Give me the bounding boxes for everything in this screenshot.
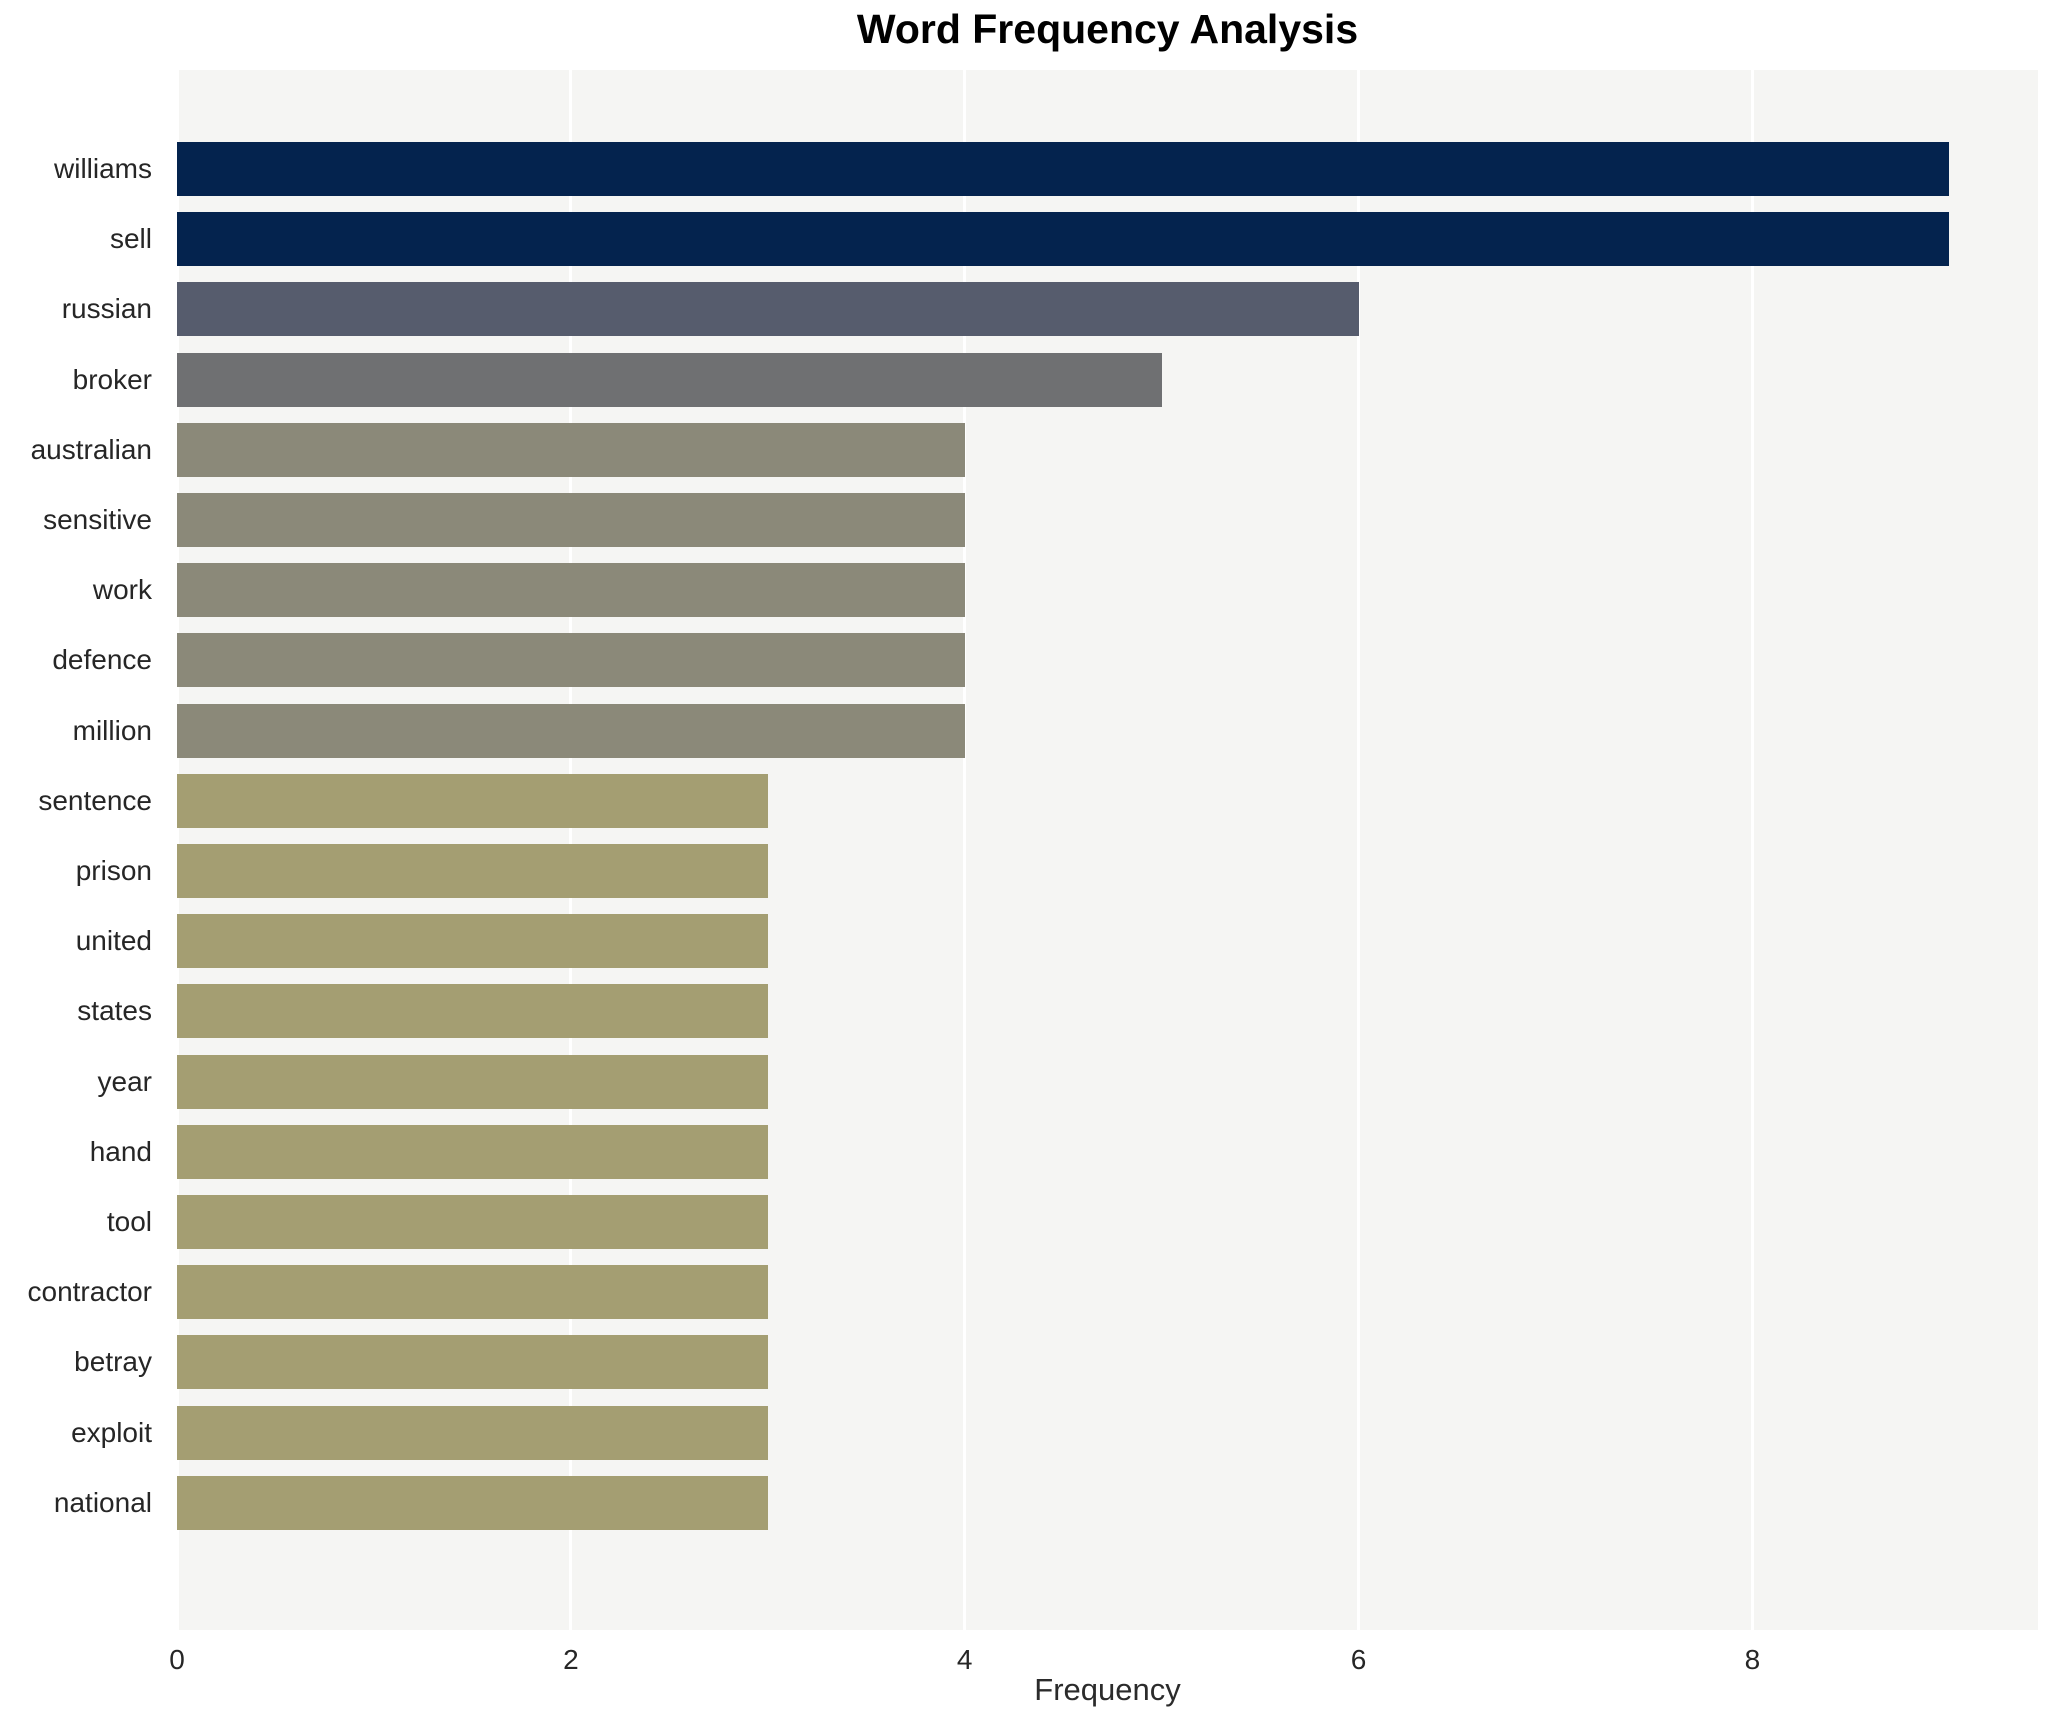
bar-row-williams	[177, 142, 2038, 212]
bar-row-work	[177, 563, 2038, 633]
y-label-prison: prison	[75, 855, 152, 887]
y-label-row-united: united	[0, 914, 165, 984]
gridline-x-6	[1357, 70, 1361, 1630]
y-label-sensitive: sensitive	[43, 504, 152, 536]
bar-row-sensitive	[177, 493, 2038, 563]
bar-million	[177, 703, 965, 758]
bar-tool	[177, 1195, 768, 1250]
y-label-contractor: contractor	[27, 1276, 153, 1308]
bar-australian	[177, 422, 965, 477]
bar-sensitive	[177, 493, 965, 548]
y-label-defence: defence	[52, 644, 152, 676]
y-label-row-prison: prison	[0, 844, 165, 914]
bar-states	[177, 984, 768, 1039]
y-label-row-year: year	[0, 1055, 165, 1125]
bar-work	[177, 563, 965, 618]
y-label-australian: australian	[30, 433, 152, 465]
y-label-russian: russian	[61, 293, 152, 325]
y-label-row-sentence: sentence	[0, 774, 165, 844]
x-tick-6: 6	[1350, 1644, 1367, 1675]
y-axis-labels: williams sell russian broker australian sensi…	[0, 142, 165, 1546]
bar-row-exploit	[177, 1405, 2038, 1476]
y-label-states: states	[77, 995, 152, 1027]
bar-row-broker	[177, 352, 2038, 423]
bar-row-million	[177, 703, 2038, 774]
x-tick-0: 0	[169, 1644, 185, 1675]
y-label-hand: hand	[89, 1135, 152, 1167]
y-label-row-williams: williams	[0, 142, 165, 212]
x-axis-title: Frequency	[1034, 1672, 1181, 1707]
bar-row-sentence	[177, 773, 2038, 844]
bar-row-states	[177, 984, 2038, 1054]
bar-broker	[177, 352, 1162, 407]
bar-williams	[177, 142, 1950, 196]
bar-prison	[177, 844, 768, 899]
bar-row-prison	[177, 844, 2038, 914]
bars-container	[177, 142, 2038, 1546]
bar-russian	[177, 282, 1359, 337]
y-label-row-russian: russian	[0, 282, 165, 352]
bar-national	[177, 1475, 768, 1530]
bar-row-australian	[177, 422, 2038, 493]
y-label-sentence: sentence	[38, 784, 152, 816]
y-label-williams: williams	[54, 153, 152, 184]
y-label-row-tool: tool	[0, 1195, 165, 1265]
y-label-sell: sell	[109, 223, 152, 255]
bar-hand	[177, 1124, 768, 1179]
bar-row-united	[177, 914, 2038, 984]
bar-row-contractor	[177, 1265, 2038, 1335]
y-label-row-exploit: exploit	[0, 1406, 165, 1476]
y-label-exploit: exploit	[71, 1416, 152, 1448]
bar-exploit	[177, 1405, 768, 1460]
y-label-work: work	[92, 574, 152, 606]
y-label-row-broker: broker	[0, 353, 165, 423]
bar-row-hand	[177, 1124, 2038, 1195]
gridline-x-4	[963, 70, 967, 1630]
bar-united	[177, 914, 768, 969]
bar-row-sell	[177, 212, 2038, 282]
y-label-row-betray: betray	[0, 1335, 165, 1405]
y-label-row-national: national	[0, 1476, 165, 1546]
x-tick-2: 2	[563, 1644, 579, 1675]
y-label-row-australian: australian	[0, 423, 165, 493]
bar-betray	[177, 1335, 768, 1390]
bar-sentence	[177, 773, 768, 828]
bar-row-defence	[177, 633, 2038, 703]
y-label-row-hand: hand	[0, 1125, 165, 1195]
y-label-row-work: work	[0, 563, 165, 633]
x-axis-ticks: 0 2 4 6 8	[169, 1644, 2038, 1680]
y-label-million: million	[72, 714, 152, 746]
bar-year	[177, 1054, 768, 1109]
y-label-row-sensitive: sensitive	[0, 493, 165, 563]
y-label-row-million: million	[0, 704, 165, 774]
gridline-x-8	[1750, 70, 1754, 1630]
bar-row-national	[177, 1475, 2038, 1546]
x-tick-4: 4	[956, 1644, 973, 1675]
bar-defence	[177, 633, 965, 688]
y-label-betray: betray	[74, 1346, 152, 1378]
y-label-national: national	[53, 1486, 152, 1518]
bar-row-betray	[177, 1335, 2038, 1405]
y-label-broker: broker	[72, 363, 152, 395]
bar-contractor	[177, 1265, 768, 1320]
chart-title: Word Frequency Analysis	[856, 6, 1359, 52]
bar-row-russian	[177, 282, 2038, 352]
bar-sell	[177, 212, 1950, 267]
x-tick-8: 8	[1744, 1644, 1761, 1675]
y-label-row-defence: defence	[0, 633, 165, 703]
y-label-row-sell: sell	[0, 212, 165, 282]
y-label-row-contractor: contractor	[0, 1265, 165, 1335]
y-label-united: united	[75, 925, 152, 957]
bar-row-tool	[177, 1195, 2038, 1265]
y-label-row-states: states	[0, 984, 165, 1054]
plot-area	[175, 70, 2038, 1630]
y-label-tool: tool	[106, 1206, 152, 1238]
bar-row-year	[177, 1054, 2038, 1125]
y-label-year: year	[97, 1065, 152, 1097]
